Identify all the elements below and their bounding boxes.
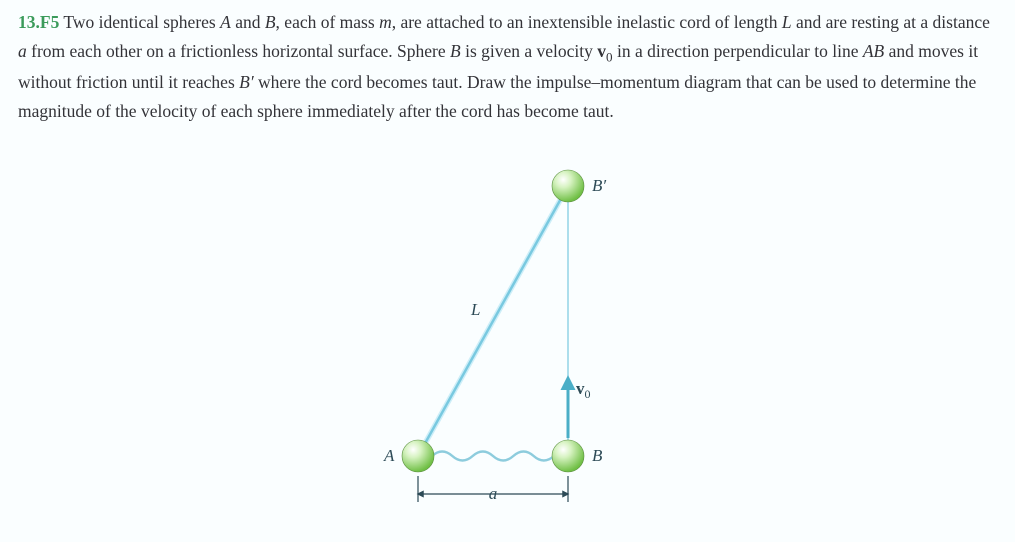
problem-number: 13.F5 [18, 12, 59, 32]
figure-svg: A B B′ La v0 [363, 156, 653, 516]
text-p4: , are attached to an inextensible inelas… [392, 12, 782, 32]
svg-text:v0: v0 [576, 379, 591, 401]
sym-AB: AB [863, 41, 884, 61]
svg-text:A: A [383, 446, 395, 465]
text-p8: in a direction perpendicular to line [613, 41, 863, 61]
text-p3: , each of mass [276, 12, 380, 32]
svg-text:B′: B′ [592, 176, 606, 195]
figure-container: A B B′ La v0 [18, 156, 997, 516]
sym-B: B [265, 12, 276, 32]
problem-statement: 13.F5 Two identical spheres A and B, eac… [18, 8, 997, 126]
sym-L: L [782, 12, 792, 32]
text-p5: and are resting at a distance [792, 12, 990, 32]
sym-Bp: B′ [239, 72, 254, 92]
sym-m: m [379, 12, 392, 32]
svg-text:L: L [470, 300, 480, 319]
sym-A: A [220, 12, 231, 32]
svg-text:B: B [592, 446, 603, 465]
text-p1: Two identical spheres [63, 12, 220, 32]
text-p7: is given a velocity [461, 41, 598, 61]
text-p6: from each other on a frictionless horizo… [27, 41, 450, 61]
sym-v: v [597, 41, 606, 61]
text-p2: and [231, 12, 265, 32]
svg-text:a: a [488, 484, 497, 503]
sym-a: a [18, 41, 27, 61]
sym-B2: B [450, 41, 461, 61]
